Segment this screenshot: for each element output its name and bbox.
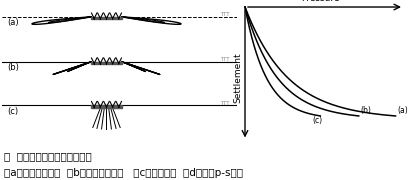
Text: (a): (a): [7, 18, 19, 27]
Text: (b): (b): [7, 63, 19, 72]
Text: (b): (b): [360, 106, 371, 115]
Text: TTT: TTT: [220, 101, 230, 106]
Bar: [91, 17, 122, 19]
Text: (c): (c): [312, 116, 322, 125]
Text: （a）整体剪切破坏  （b）局部剪切破坏   （c）冲剪破坏  （d）典型p-s曲线: （a）整体剪切破坏 （b）局部剪切破坏 （c）冲剪破坏 （d）典型p-s曲线: [4, 168, 243, 178]
Text: (c): (c): [7, 107, 18, 116]
Bar: [91, 62, 122, 64]
Bar: [91, 105, 122, 108]
Text: (a): (a): [397, 106, 408, 115]
Text: 图  竖直荷载下地基的破坏形式: 图 竖直荷载下地基的破坏形式: [4, 152, 92, 161]
Text: TTT: TTT: [220, 12, 230, 17]
Text: TTT: TTT: [220, 57, 230, 62]
Text: Pressure: Pressure: [301, 0, 339, 3]
Text: Settlement: Settlement: [234, 52, 243, 103]
